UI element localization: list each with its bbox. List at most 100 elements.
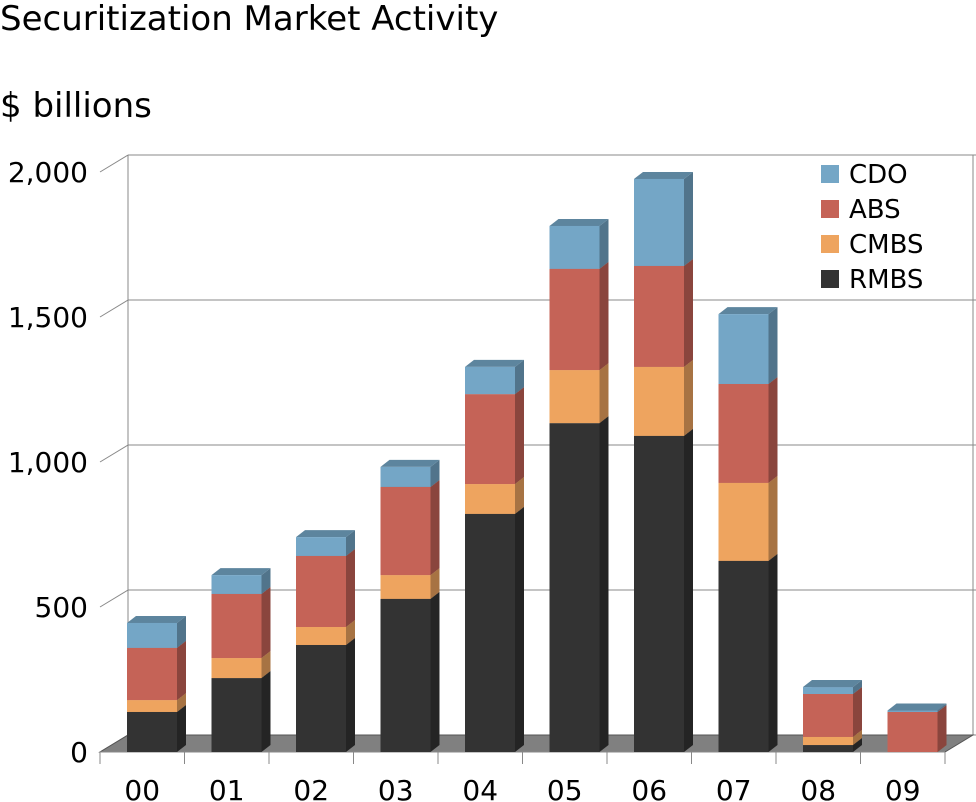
bar bbox=[211, 658, 262, 679]
bar bbox=[296, 627, 346, 645]
bar-top bbox=[803, 680, 862, 688]
bar-side bbox=[684, 428, 693, 752]
bar bbox=[296, 537, 346, 556]
y-tick-label: 1,000 bbox=[8, 446, 88, 479]
legend-swatch bbox=[821, 200, 839, 218]
x-tick-label: 08 bbox=[800, 774, 836, 802]
bar-side bbox=[684, 258, 693, 367]
bar bbox=[380, 466, 431, 487]
chart-title: Securitization Market Activity bbox=[0, 0, 498, 39]
x-tick-label: 09 bbox=[885, 774, 921, 802]
bar-side bbox=[599, 363, 609, 424]
bar bbox=[634, 435, 684, 752]
bar-side bbox=[177, 640, 186, 701]
bar-side bbox=[430, 479, 440, 576]
bar bbox=[380, 575, 431, 599]
x-tick-label: 05 bbox=[547, 774, 583, 802]
bar-side bbox=[261, 568, 271, 594]
bar bbox=[718, 314, 769, 384]
bar-side bbox=[853, 687, 862, 737]
bar-side bbox=[684, 171, 693, 266]
bar-side bbox=[346, 548, 355, 628]
bar bbox=[211, 575, 262, 594]
bar-top bbox=[127, 615, 186, 623]
bar-side bbox=[599, 218, 609, 269]
bar-side bbox=[430, 568, 440, 599]
bar bbox=[296, 555, 346, 628]
bar-side bbox=[515, 477, 524, 514]
bar bbox=[634, 178, 684, 266]
y-tick-label: 500 bbox=[35, 591, 88, 624]
bar bbox=[803, 694, 853, 737]
bar-side bbox=[346, 620, 355, 645]
legend-label: ABS bbox=[849, 195, 901, 225]
bar bbox=[718, 383, 769, 483]
bar-side bbox=[768, 475, 778, 561]
bar-top bbox=[887, 703, 947, 711]
bar bbox=[718, 482, 769, 561]
bar-side bbox=[515, 506, 524, 752]
bar bbox=[380, 598, 431, 752]
bar-side bbox=[599, 416, 609, 752]
legend-label: RMBS bbox=[849, 265, 923, 295]
bar-side bbox=[853, 680, 862, 694]
bar-side bbox=[515, 387, 524, 485]
grid-line bbox=[99, 299, 129, 318]
bar bbox=[634, 366, 684, 436]
bar bbox=[549, 268, 600, 371]
bar bbox=[296, 644, 346, 752]
bar bbox=[549, 423, 600, 752]
bar bbox=[211, 678, 262, 752]
x-tick-label: 07 bbox=[716, 774, 752, 802]
legend-label: CMBS bbox=[849, 230, 923, 260]
bar-side bbox=[853, 729, 862, 746]
bar bbox=[127, 700, 177, 712]
chart-subtitle: $ billions bbox=[0, 86, 152, 126]
grid-line bbox=[99, 589, 129, 608]
bar bbox=[887, 710, 938, 712]
bar bbox=[380, 486, 431, 576]
bar-top bbox=[718, 307, 778, 315]
bar bbox=[127, 711, 177, 752]
bar bbox=[211, 593, 262, 659]
legend-swatch bbox=[821, 235, 839, 253]
y-tick-label: 2,000 bbox=[8, 156, 88, 189]
bar bbox=[549, 370, 600, 424]
legend-swatch bbox=[821, 270, 839, 288]
bar bbox=[127, 647, 177, 701]
bar bbox=[465, 513, 515, 752]
bar-side bbox=[261, 586, 271, 659]
bar bbox=[465, 394, 515, 485]
bar-top bbox=[296, 530, 355, 538]
bar bbox=[465, 366, 515, 395]
bar-side bbox=[430, 591, 440, 752]
bar bbox=[549, 225, 600, 269]
bar-side bbox=[515, 359, 524, 395]
bar-side bbox=[768, 553, 778, 752]
bar-top bbox=[465, 359, 524, 367]
bar-side bbox=[768, 376, 778, 483]
grid-line bbox=[99, 154, 129, 173]
bar-top bbox=[634, 171, 693, 179]
bar-side bbox=[768, 307, 778, 384]
bar-side bbox=[261, 651, 271, 679]
bar-side bbox=[853, 738, 862, 752]
bar-side bbox=[177, 615, 186, 648]
bar bbox=[887, 711, 938, 752]
bar-side bbox=[937, 703, 947, 712]
bar-top bbox=[380, 459, 440, 467]
bar-side bbox=[599, 261, 609, 371]
bar-side bbox=[261, 671, 271, 752]
x-tick-label: 04 bbox=[462, 774, 498, 802]
bar-side bbox=[177, 704, 186, 752]
bar-top bbox=[549, 218, 609, 226]
bar-side bbox=[937, 704, 947, 752]
legend-label: CDO bbox=[849, 160, 908, 190]
bar-side bbox=[177, 693, 186, 712]
bar bbox=[634, 265, 684, 367]
bar bbox=[803, 687, 853, 694]
bar bbox=[127, 622, 177, 648]
bar-side bbox=[430, 459, 440, 487]
legend-swatch bbox=[821, 165, 839, 183]
